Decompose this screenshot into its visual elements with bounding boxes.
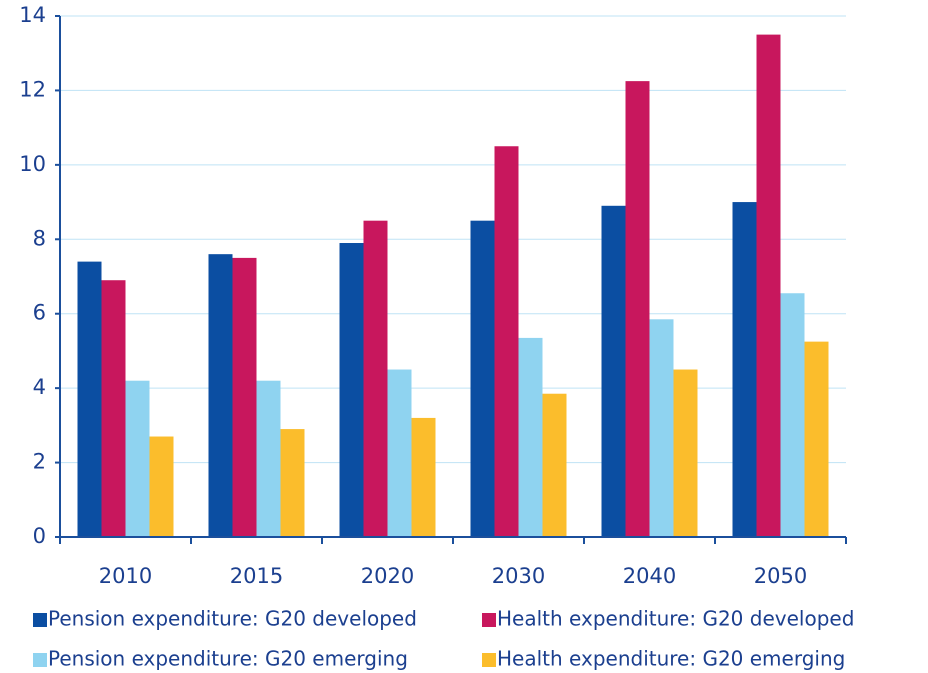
bar <box>149 436 174 537</box>
bar <box>780 293 805 537</box>
legend-label: Health expenditure: G20 developed <box>497 607 854 631</box>
bar <box>125 380 150 537</box>
legend-swatch <box>482 653 496 667</box>
x-tick-label: 2020 <box>361 564 414 588</box>
bar <box>256 380 281 537</box>
x-tick-label: 2030 <box>492 564 545 588</box>
bar <box>542 393 567 537</box>
bar <box>280 429 305 537</box>
y-tick-label: 12 <box>19 77 46 101</box>
bar <box>470 220 495 537</box>
y-tick-label: 0 <box>33 524 46 548</box>
bar <box>756 34 781 537</box>
x-tick-label: 2015 <box>230 564 283 588</box>
legend-swatch <box>33 653 47 667</box>
bar <box>208 254 233 537</box>
x-tick-label: 2010 <box>99 564 152 588</box>
bar <box>601 205 626 538</box>
legend-label: Health expenditure: G20 emerging <box>497 647 845 671</box>
bar <box>387 369 412 537</box>
bar <box>77 261 102 537</box>
y-tick-label: 2 <box>33 450 46 474</box>
bar <box>732 202 757 538</box>
bar <box>339 243 364 537</box>
x-tick-label: 2050 <box>754 564 807 588</box>
y-tick-label: 10 <box>19 152 46 176</box>
legend-swatch <box>482 613 496 627</box>
bar <box>494 146 519 537</box>
x-tick-label: 2040 <box>623 564 676 588</box>
bar <box>804 341 829 537</box>
bar <box>411 417 436 537</box>
bar <box>649 319 674 537</box>
y-tick-label: 8 <box>33 226 46 250</box>
bar <box>363 220 388 537</box>
y-tick-label: 6 <box>33 301 46 325</box>
bar <box>232 257 257 537</box>
bar <box>518 337 543 537</box>
y-tick-label: 14 <box>19 3 46 27</box>
legend-swatch <box>33 613 47 627</box>
legend-label: Pension expenditure: G20 developed <box>48 607 417 631</box>
bar <box>673 369 698 537</box>
bar <box>625 81 650 537</box>
legend-label: Pension expenditure: G20 emerging <box>48 647 408 671</box>
y-tick-label: 4 <box>33 375 46 399</box>
bar <box>101 280 126 537</box>
